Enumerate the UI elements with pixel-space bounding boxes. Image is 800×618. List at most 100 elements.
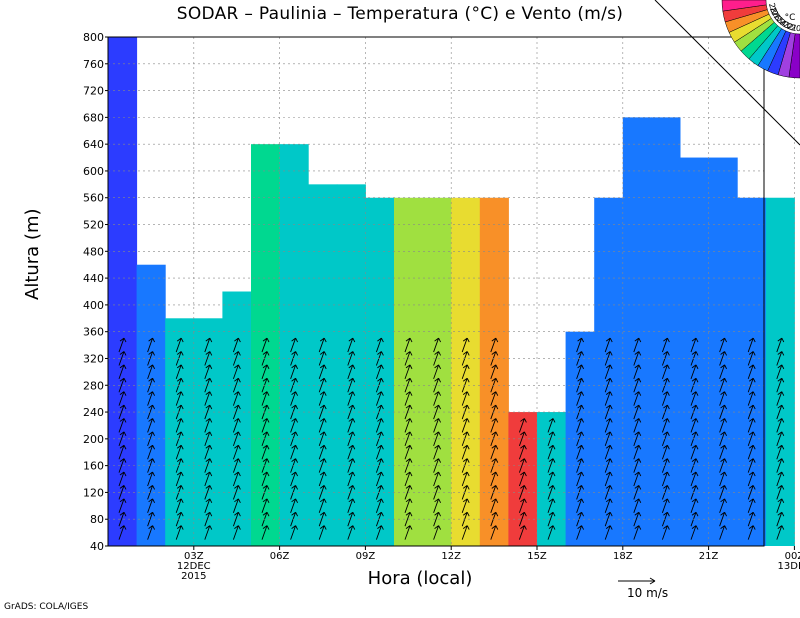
wind-arrow [690, 418, 699, 433]
wind-arrow [175, 364, 184, 380]
wind-arrow [290, 471, 299, 487]
wind-arrow [118, 418, 127, 433]
wind-arrow [404, 471, 413, 487]
temperature-cell [708, 157, 738, 547]
wind-arrow [404, 364, 413, 380]
wind-arrow [318, 458, 327, 473]
wind-arrow [576, 525, 585, 540]
wind-arrow [347, 525, 356, 540]
colorbar-label: 28 [767, 2, 779, 14]
wind-arrow [318, 351, 327, 366]
wind-arrow [147, 351, 156, 366]
wind-arrow [404, 351, 413, 366]
wind-arrow [375, 364, 384, 380]
wind-arrow [690, 525, 699, 540]
wind-arrow [747, 391, 756, 406]
wind-arrow [633, 431, 642, 446]
wind-arrow [175, 444, 184, 460]
wind-arrow [347, 404, 356, 420]
wind-arrow [776, 525, 785, 540]
wind-arrow [633, 498, 642, 513]
wind-arrow [576, 471, 585, 487]
wind-arrow [433, 418, 442, 433]
wind-arrow [576, 444, 585, 460]
x-tick-label: 06Z [270, 551, 290, 562]
wind-arrow [547, 418, 556, 433]
wind-arrow [318, 391, 327, 406]
wind-arrow [204, 377, 213, 393]
wind-arrow [690, 444, 699, 460]
y-tick-label: 120 [83, 486, 104, 499]
wind-arrow [404, 404, 413, 420]
wind-arrow [261, 364, 270, 380]
wind-arrow [461, 418, 470, 433]
wind-arrow [433, 471, 442, 487]
wind-arrow [232, 525, 241, 540]
wind-arrow [204, 458, 213, 473]
plot-frame [107, 36, 765, 547]
wind-arrow [604, 351, 613, 366]
wind-arrow [433, 351, 442, 366]
temperature-cell [251, 144, 281, 546]
wind-arrow [633, 458, 642, 473]
wind-arrow [318, 431, 327, 446]
wind-arrow [633, 471, 642, 487]
colorbar-segment [721, 0, 767, 12]
wind-arrow [776, 391, 785, 406]
wind-arrow [518, 485, 527, 500]
wind-arrow [604, 525, 613, 540]
wind-arrow [719, 431, 728, 446]
wind-arrow [518, 444, 527, 460]
wind-arrow [261, 471, 270, 487]
temperature-cell [279, 144, 309, 546]
wind-arrow [576, 391, 585, 406]
wind-arrow [318, 404, 327, 420]
wind-arrow [747, 431, 756, 446]
wind-arrow [776, 404, 785, 420]
wind-arrow [318, 337, 327, 353]
wind-arrow [604, 364, 613, 380]
wind-arrow [776, 337, 785, 353]
wind-arrow [290, 444, 299, 460]
wind-arrow [604, 337, 613, 353]
wind-arrow [547, 525, 556, 540]
wind-arrow [776, 485, 785, 500]
wind-arrow [118, 351, 127, 366]
wind-arrow [118, 498, 127, 513]
wind-arrow [518, 525, 527, 540]
wind-arrow [547, 444, 556, 460]
wind-arrow [461, 391, 470, 406]
wind-arrow [690, 337, 699, 353]
y-tick-label: 400 [83, 299, 104, 312]
wind-arrow [719, 377, 728, 393]
wind-arrow [747, 511, 756, 527]
wind-arrow [375, 498, 384, 513]
wind-arrow [175, 391, 184, 406]
wind-arrow [290, 498, 299, 513]
wind-arrow [490, 391, 499, 406]
wind-arrow [147, 364, 156, 380]
y-tick-label: 80 [90, 513, 104, 526]
wind-arrow [776, 351, 785, 366]
colorbar-label: 22 [782, 20, 795, 32]
wind-arrow [232, 498, 241, 513]
wind-arrow [776, 458, 785, 473]
wind-arrow [576, 337, 585, 353]
wind-arrow [318, 418, 327, 433]
wind-arrow [461, 364, 470, 380]
wind-arrow [433, 377, 442, 393]
y-tick-label: 560 [83, 192, 104, 205]
x-tick-label: 21Z [699, 551, 719, 562]
wind-arrow [547, 431, 556, 446]
wind-arrow [719, 525, 728, 540]
wind-arrow [204, 391, 213, 406]
wind-arrow [690, 391, 699, 406]
temperature-cell [308, 184, 338, 546]
wind-arrow [404, 485, 413, 500]
temperature-cell [336, 184, 366, 546]
wind-arrow [747, 418, 756, 433]
wind-arrow [547, 511, 556, 527]
wind-arrow [347, 498, 356, 513]
wind-arrow [661, 471, 670, 487]
wind-arrow [204, 418, 213, 433]
